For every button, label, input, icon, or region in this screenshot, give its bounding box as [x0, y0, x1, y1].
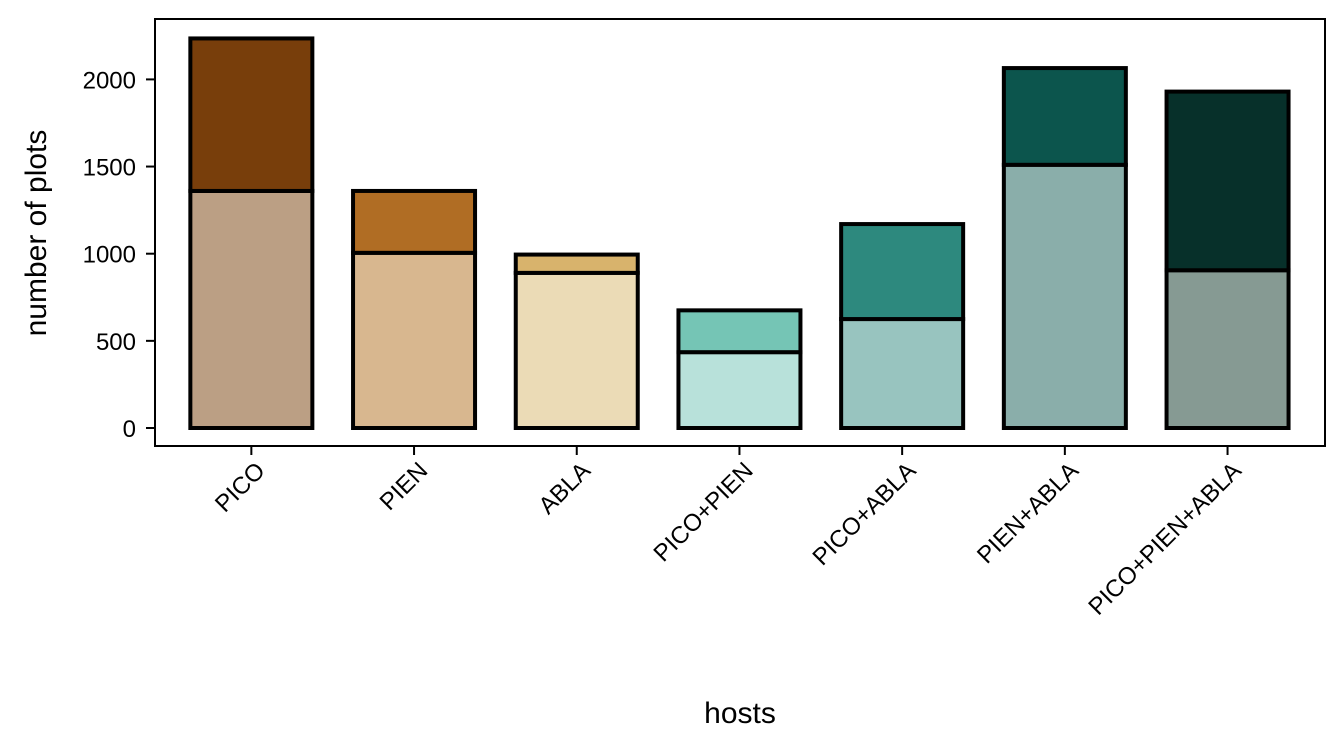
- bar-segment: [676, 350, 803, 431]
- bars: [188, 36, 1291, 431]
- bar-segment: [1164, 268, 1291, 431]
- bar-segment: [513, 252, 640, 275]
- x-tick-label: PIEN+ABLA: [972, 457, 1084, 569]
- y-axis-title: number of plots: [20, 130, 53, 337]
- bar-segment: [513, 270, 640, 430]
- y-tick-label: 0: [123, 416, 136, 443]
- bar-segment: [188, 36, 315, 193]
- x-tick-label: PIEN: [375, 457, 434, 516]
- bar-segment: [839, 222, 966, 322]
- bar-segment: [351, 188, 478, 255]
- x-tick-label: PICO: [210, 457, 271, 518]
- x-tick-label: PICO+PIEN+ABLA: [1083, 457, 1246, 620]
- x-tick-label: ABLA: [534, 457, 596, 519]
- y-axis: 0 500 1000 1500 2000: [83, 67, 155, 443]
- bar-segment: [1001, 162, 1128, 430]
- y-tick-label: 500: [96, 329, 136, 356]
- bar-segment: [839, 317, 966, 430]
- bar-segment: [351, 250, 478, 430]
- y-tick-label: 1000: [83, 242, 136, 269]
- y-tick-label: 2000: [83, 67, 136, 94]
- x-tick-label: PICO+PIEN: [649, 457, 759, 567]
- bar-segment: [676, 308, 803, 355]
- y-tick-label: 1500: [83, 155, 136, 182]
- x-axis-title: hosts: [704, 697, 776, 730]
- bar-segment: [188, 188, 315, 430]
- x-tick-label: PICO+ABLA: [808, 457, 922, 571]
- bar-segment: [1001, 66, 1128, 167]
- bar-segment: [1164, 89, 1291, 273]
- x-axis: PICO PIEN ABLA PICO+PIEN PICO+ABLA PIEN+ABLA P…: [210, 446, 1247, 621]
